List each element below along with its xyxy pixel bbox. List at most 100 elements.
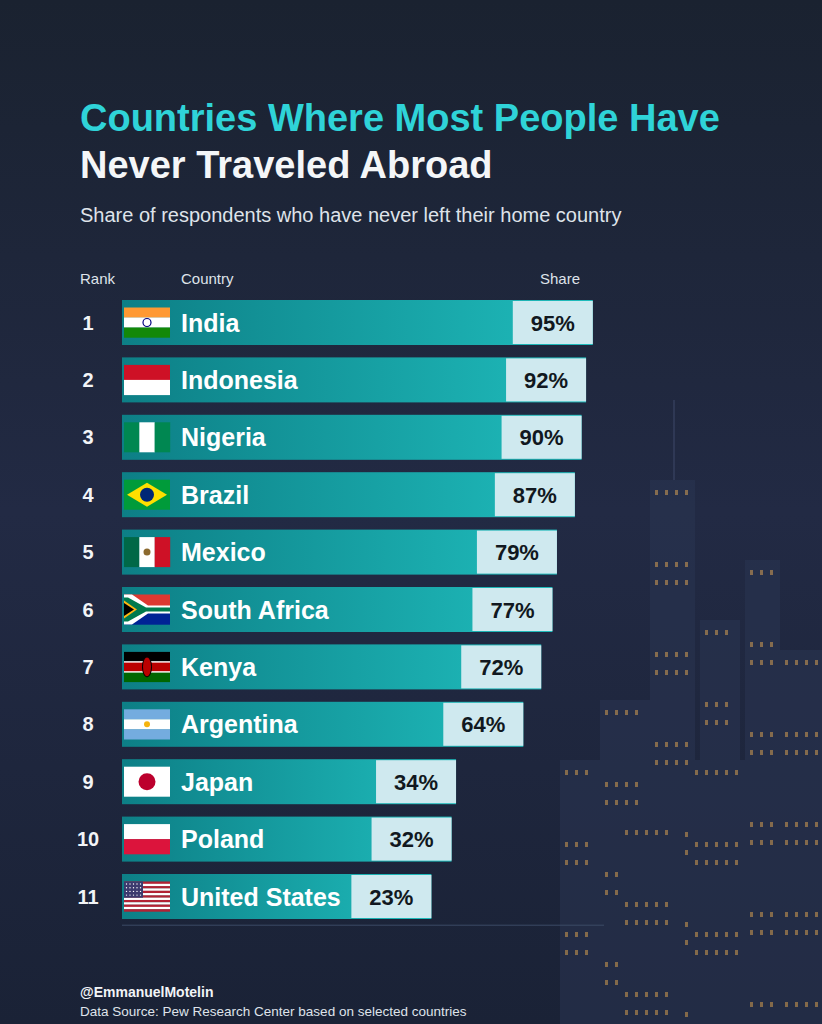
window xyxy=(655,490,658,495)
window xyxy=(735,860,738,865)
category-label: Japan xyxy=(181,768,253,796)
flag-part xyxy=(140,887,141,888)
window xyxy=(635,902,638,907)
window xyxy=(805,840,808,845)
label-box xyxy=(506,358,586,401)
bar xyxy=(122,472,575,517)
window xyxy=(785,1002,788,1007)
flag-part xyxy=(124,729,170,739)
category-label: Argentina xyxy=(181,710,299,738)
rank: 3 xyxy=(82,426,93,448)
flag xyxy=(124,882,170,912)
window xyxy=(770,912,773,917)
window xyxy=(605,800,608,805)
column-header: Share xyxy=(540,270,580,287)
window xyxy=(760,1002,763,1007)
window xyxy=(750,822,753,827)
data-label: 87% xyxy=(513,483,557,508)
window xyxy=(565,770,568,775)
flag xyxy=(124,709,170,739)
window xyxy=(665,760,668,765)
window xyxy=(635,782,638,787)
window xyxy=(625,710,628,715)
window xyxy=(625,800,628,805)
rank: 8 xyxy=(82,713,93,735)
window xyxy=(665,670,668,675)
data-label: 95% xyxy=(531,311,575,336)
window xyxy=(750,840,753,845)
flag-part xyxy=(139,773,156,790)
window xyxy=(675,562,678,567)
window xyxy=(725,950,728,955)
window xyxy=(665,1010,668,1015)
rank: 6 xyxy=(82,599,93,621)
window xyxy=(675,742,678,747)
flag-part xyxy=(133,891,134,892)
window xyxy=(615,710,618,715)
window xyxy=(585,770,588,775)
flag-part xyxy=(133,883,134,884)
data-label: 77% xyxy=(490,598,534,623)
flag-part xyxy=(129,883,130,884)
flag xyxy=(124,537,170,567)
window xyxy=(655,670,658,675)
spire xyxy=(673,400,675,480)
flag xyxy=(124,652,170,682)
flag-part xyxy=(124,907,170,910)
window xyxy=(685,652,688,657)
rank: 11 xyxy=(77,886,98,908)
rank: 4 xyxy=(82,484,94,506)
rank: 9 xyxy=(82,771,93,793)
flag xyxy=(124,824,170,854)
window xyxy=(665,742,668,747)
bar xyxy=(122,702,523,747)
window xyxy=(705,630,708,635)
axis-line xyxy=(122,925,604,926)
window xyxy=(785,732,788,737)
window xyxy=(655,902,658,907)
window xyxy=(760,840,763,845)
window xyxy=(750,1002,753,1007)
label-box xyxy=(495,473,575,516)
flag-part xyxy=(124,328,170,338)
window xyxy=(815,732,818,737)
flag-part xyxy=(124,365,170,380)
window xyxy=(665,490,668,495)
flag-part xyxy=(136,883,137,884)
rank: 5 xyxy=(82,541,93,563)
window xyxy=(615,890,618,895)
window xyxy=(645,830,648,835)
bars xyxy=(122,300,593,919)
window xyxy=(770,822,773,827)
flag xyxy=(124,595,170,625)
window xyxy=(635,800,638,805)
window xyxy=(685,922,688,927)
flag-part xyxy=(124,839,170,854)
window xyxy=(655,1010,658,1015)
bar xyxy=(122,759,456,804)
flag-part xyxy=(129,891,130,892)
window xyxy=(685,562,688,567)
window xyxy=(715,630,718,635)
window xyxy=(705,950,708,955)
flag-part xyxy=(127,483,167,507)
window xyxy=(815,840,818,845)
window xyxy=(695,950,698,955)
category-label: Brazil xyxy=(181,481,249,509)
window xyxy=(750,750,753,755)
window xyxy=(615,980,618,985)
window xyxy=(635,710,638,715)
flag-part xyxy=(124,709,170,719)
window xyxy=(815,660,818,665)
window xyxy=(655,580,658,585)
window xyxy=(760,642,763,647)
window xyxy=(760,750,763,755)
flag-part xyxy=(124,902,170,905)
window xyxy=(715,860,718,865)
data-label: 90% xyxy=(520,425,564,450)
window xyxy=(655,920,658,925)
data-label: 34% xyxy=(394,770,438,795)
window xyxy=(725,702,728,707)
window xyxy=(715,842,718,847)
bar xyxy=(122,300,593,345)
